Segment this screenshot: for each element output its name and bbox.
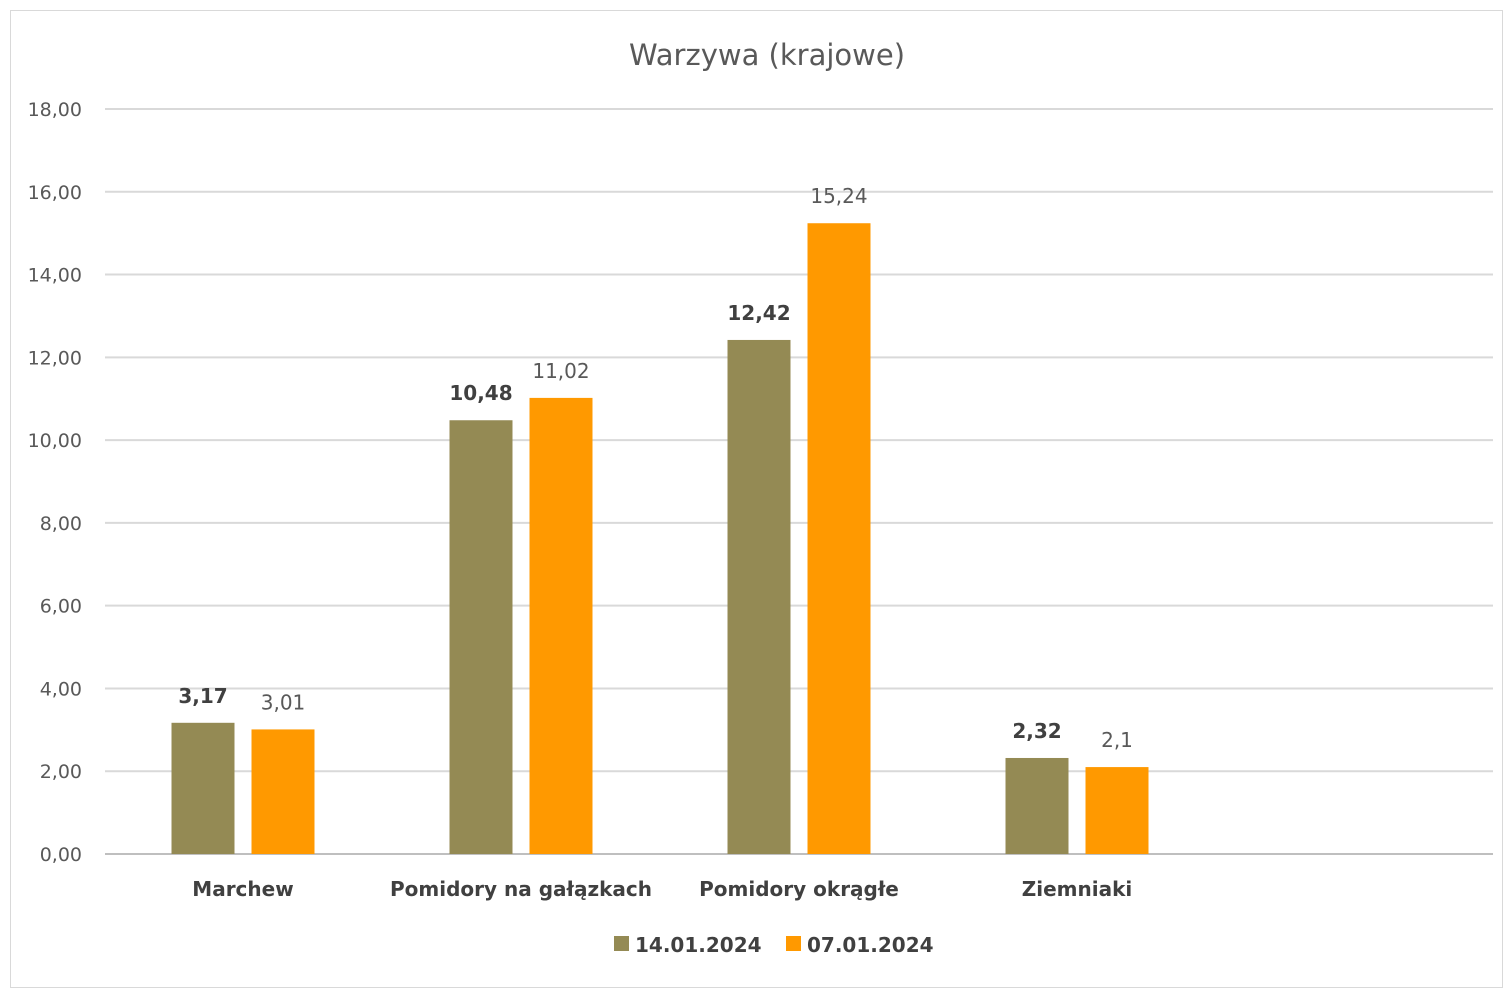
x-category-label: Marchew xyxy=(192,877,293,901)
data-label: 12,42 xyxy=(727,301,790,325)
x-category-label: Pomidory na gałązkach xyxy=(390,877,652,901)
y-tick-label: 6,00 xyxy=(40,596,82,618)
y-tick-label: 10,00 xyxy=(28,430,82,452)
legend-label: 14.01.2024 xyxy=(635,933,762,957)
data-label: 10,48 xyxy=(449,381,512,405)
data-labels: 3,17 3,01 10,48 11,02 12,42 15,24 2,32 2,1 xyxy=(178,184,1133,752)
y-tick-label: 4,00 xyxy=(40,678,82,700)
x-category-label: Pomidory okrągłe xyxy=(699,877,899,901)
y-axis: 0,00 2,00 4,00 6,00 8,00 10,00 12,00 14,00 16,00… xyxy=(28,99,82,866)
data-label: 3,17 xyxy=(178,684,227,708)
bar xyxy=(807,223,871,854)
y-tick-label: 0,00 xyxy=(40,844,82,866)
y-tick-label: 16,00 xyxy=(28,182,82,204)
legend-swatch xyxy=(786,936,801,951)
data-label: 15,24 xyxy=(810,184,867,208)
chart-title: Warzywa (krajowe) xyxy=(629,38,905,72)
bar xyxy=(727,339,791,854)
bar xyxy=(251,729,315,854)
bar xyxy=(1085,767,1149,854)
y-tick-label: 14,00 xyxy=(28,265,82,287)
y-tick-label: 12,00 xyxy=(28,347,82,369)
data-label: 3,01 xyxy=(261,690,306,714)
legend-swatch xyxy=(614,936,629,951)
x-axis: Marchew Pomidory na gałązkach Pomidory okr… xyxy=(192,877,1132,901)
y-tick-label: 8,00 xyxy=(40,513,82,535)
bar xyxy=(449,420,513,854)
bar xyxy=(529,397,593,854)
y-tick-label: 18,00 xyxy=(28,99,82,121)
data-label: 2,1 xyxy=(1101,728,1133,752)
legend-label: 07.01.2024 xyxy=(807,933,934,957)
data-label: 11,02 xyxy=(532,359,589,383)
bar xyxy=(171,722,235,854)
bar xyxy=(1005,757,1069,854)
legend: 14.01.2024 07.01.2024 xyxy=(614,933,934,957)
gridlines xyxy=(105,108,1493,855)
bars xyxy=(171,223,1149,854)
data-label: 2,32 xyxy=(1012,719,1061,743)
x-category-label: Ziemniaki xyxy=(1022,877,1133,901)
y-tick-label: 2,00 xyxy=(40,761,82,783)
